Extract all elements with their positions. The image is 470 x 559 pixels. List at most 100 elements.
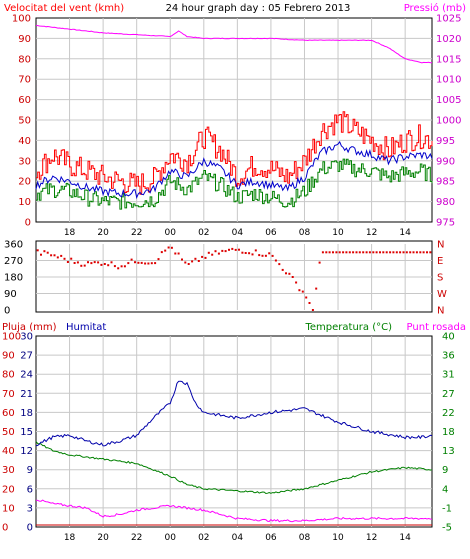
direction-point bbox=[295, 281, 298, 284]
rain-axis-title: Pluja (mm) bbox=[2, 322, 57, 333]
y-tick-label-left: 360 bbox=[4, 240, 23, 251]
direction-point bbox=[117, 267, 120, 270]
direction-point bbox=[87, 261, 89, 264]
direction-point bbox=[73, 262, 76, 264]
direction-point bbox=[224, 250, 227, 253]
x-tick-label: 22 bbox=[131, 228, 142, 238]
y-tick-label-left: 10 bbox=[2, 503, 15, 514]
direction-point bbox=[43, 250, 46, 253]
direction-point bbox=[379, 251, 381, 254]
direction-point bbox=[93, 261, 96, 264]
y-tick-label-left: 0 bbox=[4, 306, 10, 317]
y-tick-label-left: 90 bbox=[18, 34, 31, 45]
direction-point bbox=[110, 261, 113, 264]
x-tick-label: 14 bbox=[399, 533, 411, 543]
y-tick-label-left: 27 bbox=[20, 351, 33, 362]
y-tick-label-left: 30 bbox=[2, 465, 15, 476]
direction-point bbox=[238, 248, 240, 251]
direction-point bbox=[315, 287, 318, 290]
y-tick-label-left: 50 bbox=[2, 427, 15, 438]
direction-point bbox=[70, 257, 73, 260]
direction-point bbox=[382, 251, 385, 254]
direction-point bbox=[254, 249, 257, 252]
y-tick-label-left: 70 bbox=[2, 389, 15, 400]
direction-point bbox=[372, 251, 375, 254]
direction-point bbox=[429, 251, 432, 254]
y-tick-label-right: 40 bbox=[442, 332, 455, 343]
y-tick-label-left: 0 bbox=[27, 523, 33, 534]
direction-point bbox=[100, 263, 103, 266]
y-tick-label-right: 1025 bbox=[436, 14, 461, 25]
humidity-series bbox=[35, 380, 433, 447]
x-tick-label: 02 bbox=[198, 533, 209, 543]
direction-point bbox=[385, 251, 388, 254]
direction-point bbox=[402, 251, 405, 254]
direction-point bbox=[154, 262, 157, 265]
direction-point bbox=[368, 251, 371, 254]
x-tick-label: 08 bbox=[299, 228, 311, 238]
y-tick-label-right: S bbox=[437, 273, 443, 284]
direction-point bbox=[160, 251, 163, 254]
direction-point bbox=[127, 262, 130, 265]
direction-point bbox=[318, 261, 321, 264]
direction-point bbox=[107, 264, 110, 267]
direction-point bbox=[355, 251, 358, 254]
y-tick-label-left: 21 bbox=[20, 389, 33, 400]
direction-point bbox=[261, 254, 264, 257]
direction-point bbox=[40, 253, 42, 256]
x-tick-label: 00 bbox=[165, 228, 177, 238]
direction-point bbox=[291, 276, 294, 278]
direction-point bbox=[345, 251, 348, 254]
y-tick-label-left: 30 bbox=[20, 332, 33, 343]
y-tick-label-right: -5 bbox=[442, 523, 452, 534]
direction-point bbox=[338, 251, 341, 254]
dewpoint-axis-title: Punt rosada bbox=[407, 322, 466, 333]
direction-point bbox=[194, 257, 197, 260]
y-tick-label-right: 13 bbox=[442, 446, 455, 457]
pressure-axis-title: Pressió (mb) bbox=[404, 2, 466, 14]
direction-point bbox=[174, 252, 177, 255]
direction-point bbox=[217, 252, 220, 255]
direction-point bbox=[204, 256, 207, 259]
direction-point bbox=[328, 251, 331, 254]
direction-point bbox=[325, 251, 328, 254]
y-tick-label-right: 1015 bbox=[436, 54, 461, 65]
direction-point bbox=[308, 302, 311, 304]
y-tick-label-right: 1010 bbox=[436, 75, 461, 86]
x-tick-label: 18 bbox=[64, 533, 76, 543]
direction-point bbox=[56, 256, 59, 259]
y-tick-label-right: 1005 bbox=[436, 95, 461, 106]
direction-point bbox=[389, 251, 392, 254]
x-tick-label: 06 bbox=[265, 228, 277, 238]
y-tick-label-left: 6 bbox=[27, 484, 33, 495]
y-tick-label-right: 1020 bbox=[436, 34, 461, 45]
x-tick-label: 02 bbox=[198, 228, 209, 238]
direction-point bbox=[251, 253, 254, 256]
direction-point bbox=[97, 261, 100, 264]
y-tick-label-right: 31 bbox=[442, 370, 455, 381]
y-tick-label-right: 27 bbox=[442, 389, 455, 400]
direction-point bbox=[177, 252, 180, 255]
direction-point bbox=[248, 252, 251, 255]
direction-point bbox=[140, 261, 143, 264]
direction-point bbox=[365, 251, 368, 254]
direction-point bbox=[150, 262, 153, 265]
y-tick-label-left: 30 bbox=[18, 156, 31, 167]
y-tick-label-right: E bbox=[437, 256, 443, 267]
y-tick-label-left: 18 bbox=[20, 408, 33, 419]
x-tick-label: 10 bbox=[332, 533, 344, 543]
x-tick-label: 04 bbox=[232, 228, 244, 238]
x-tick-label: 22 bbox=[131, 533, 142, 543]
y-tick-label-right: 18 bbox=[442, 427, 455, 438]
direction-point bbox=[170, 246, 173, 249]
direction-point bbox=[137, 261, 140, 264]
direction-point bbox=[298, 289, 301, 292]
direction-point bbox=[348, 251, 351, 254]
direction-point bbox=[228, 248, 230, 251]
direction-point bbox=[211, 253, 214, 256]
wind-average-series bbox=[35, 140, 433, 200]
y-tick-label-right: 990 bbox=[436, 156, 455, 167]
direction-point bbox=[395, 251, 398, 254]
y-tick-label-left: 70 bbox=[18, 75, 31, 86]
